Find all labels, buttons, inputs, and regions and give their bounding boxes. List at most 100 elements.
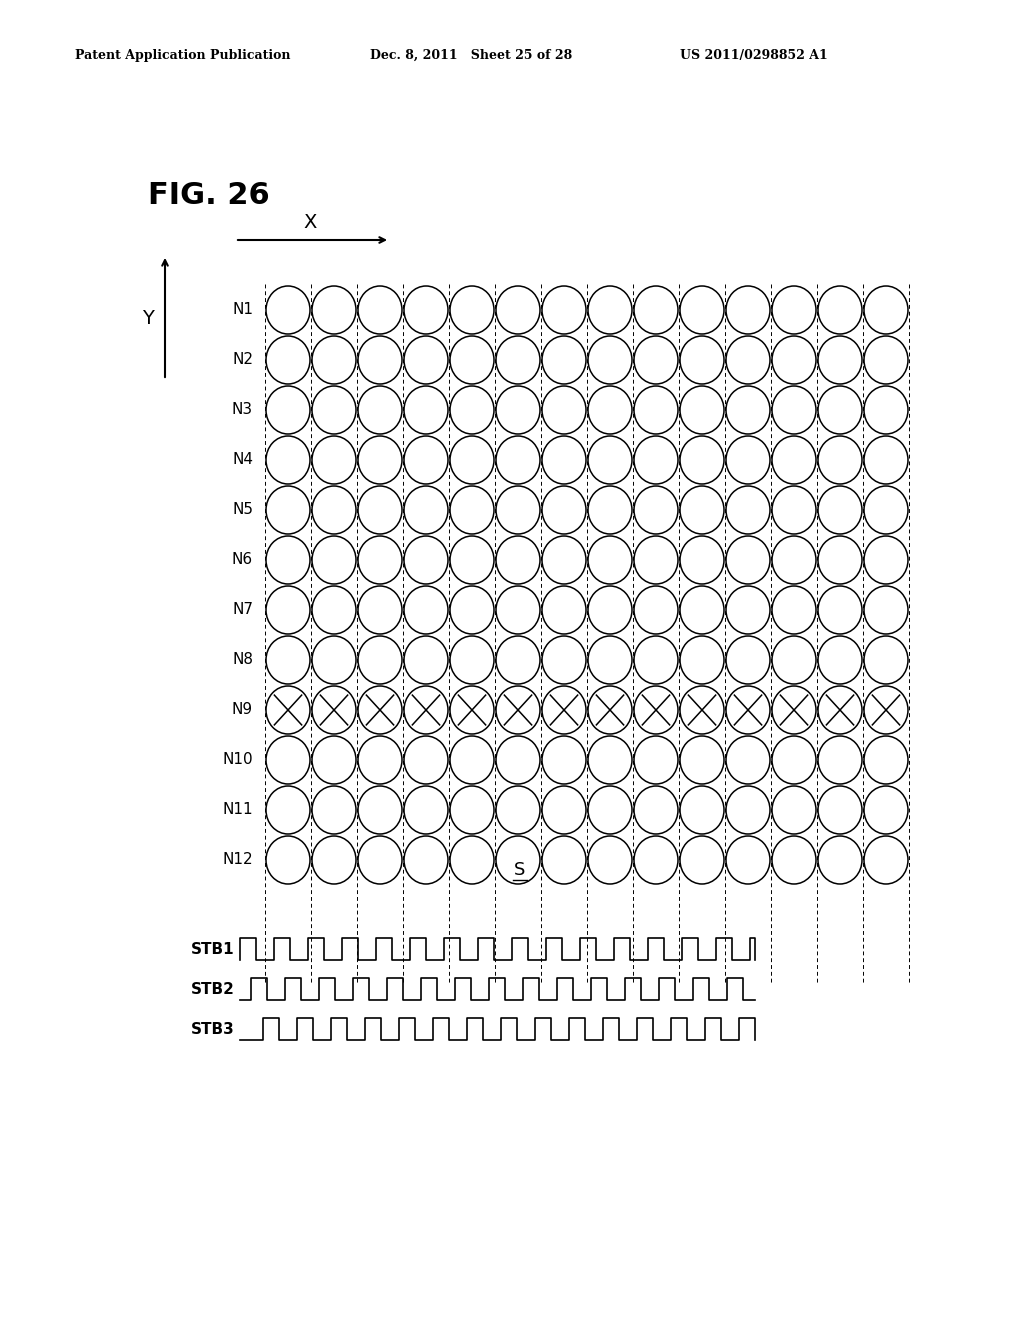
Ellipse shape bbox=[312, 785, 356, 834]
Ellipse shape bbox=[588, 385, 632, 434]
Ellipse shape bbox=[818, 686, 862, 734]
Ellipse shape bbox=[404, 737, 449, 784]
Ellipse shape bbox=[312, 586, 356, 634]
Text: X: X bbox=[303, 213, 316, 231]
Ellipse shape bbox=[496, 836, 540, 884]
Ellipse shape bbox=[726, 586, 770, 634]
Ellipse shape bbox=[864, 486, 908, 535]
Ellipse shape bbox=[726, 385, 770, 434]
Ellipse shape bbox=[266, 536, 310, 583]
Ellipse shape bbox=[726, 636, 770, 684]
Ellipse shape bbox=[358, 436, 402, 484]
Ellipse shape bbox=[772, 337, 816, 384]
Ellipse shape bbox=[680, 636, 724, 684]
Ellipse shape bbox=[358, 686, 402, 734]
Ellipse shape bbox=[588, 436, 632, 484]
Ellipse shape bbox=[496, 536, 540, 583]
Ellipse shape bbox=[312, 286, 356, 334]
Ellipse shape bbox=[726, 686, 770, 734]
Text: N6: N6 bbox=[231, 553, 253, 568]
Text: STB1: STB1 bbox=[191, 941, 234, 957]
Text: Patent Application Publication: Patent Application Publication bbox=[75, 49, 291, 62]
Ellipse shape bbox=[542, 686, 586, 734]
Ellipse shape bbox=[864, 636, 908, 684]
Ellipse shape bbox=[818, 385, 862, 434]
Ellipse shape bbox=[450, 536, 494, 583]
Ellipse shape bbox=[312, 737, 356, 784]
Text: N11: N11 bbox=[222, 803, 253, 817]
Ellipse shape bbox=[680, 385, 724, 434]
Ellipse shape bbox=[864, 436, 908, 484]
Ellipse shape bbox=[726, 785, 770, 834]
Ellipse shape bbox=[634, 536, 678, 583]
Ellipse shape bbox=[634, 686, 678, 734]
Ellipse shape bbox=[680, 286, 724, 334]
Ellipse shape bbox=[496, 636, 540, 684]
Text: N3: N3 bbox=[231, 403, 253, 417]
Ellipse shape bbox=[358, 486, 402, 535]
Ellipse shape bbox=[772, 486, 816, 535]
Ellipse shape bbox=[772, 536, 816, 583]
Ellipse shape bbox=[358, 737, 402, 784]
Ellipse shape bbox=[312, 486, 356, 535]
Ellipse shape bbox=[266, 836, 310, 884]
Ellipse shape bbox=[542, 337, 586, 384]
Ellipse shape bbox=[450, 436, 494, 484]
Ellipse shape bbox=[588, 686, 632, 734]
Ellipse shape bbox=[634, 337, 678, 384]
Ellipse shape bbox=[588, 636, 632, 684]
Ellipse shape bbox=[358, 636, 402, 684]
Ellipse shape bbox=[588, 586, 632, 634]
Ellipse shape bbox=[450, 836, 494, 884]
Ellipse shape bbox=[634, 385, 678, 434]
Ellipse shape bbox=[496, 385, 540, 434]
Ellipse shape bbox=[358, 536, 402, 583]
Ellipse shape bbox=[404, 586, 449, 634]
Ellipse shape bbox=[496, 686, 540, 734]
Ellipse shape bbox=[726, 836, 770, 884]
Text: N5: N5 bbox=[232, 503, 253, 517]
Ellipse shape bbox=[266, 636, 310, 684]
Ellipse shape bbox=[818, 636, 862, 684]
Text: N4: N4 bbox=[232, 453, 253, 467]
Ellipse shape bbox=[818, 486, 862, 535]
Ellipse shape bbox=[404, 436, 449, 484]
Ellipse shape bbox=[864, 286, 908, 334]
Ellipse shape bbox=[726, 337, 770, 384]
Ellipse shape bbox=[312, 385, 356, 434]
Text: N8: N8 bbox=[232, 652, 253, 668]
Text: STB2: STB2 bbox=[191, 982, 234, 997]
Text: N10: N10 bbox=[222, 752, 253, 767]
Ellipse shape bbox=[818, 436, 862, 484]
Ellipse shape bbox=[864, 737, 908, 784]
Ellipse shape bbox=[772, 586, 816, 634]
Text: N2: N2 bbox=[232, 352, 253, 367]
Ellipse shape bbox=[312, 337, 356, 384]
Ellipse shape bbox=[588, 785, 632, 834]
Ellipse shape bbox=[542, 586, 586, 634]
Ellipse shape bbox=[542, 836, 586, 884]
Ellipse shape bbox=[450, 286, 494, 334]
Ellipse shape bbox=[404, 385, 449, 434]
Ellipse shape bbox=[680, 686, 724, 734]
Ellipse shape bbox=[404, 536, 449, 583]
Ellipse shape bbox=[726, 737, 770, 784]
Ellipse shape bbox=[542, 737, 586, 784]
Ellipse shape bbox=[266, 286, 310, 334]
Ellipse shape bbox=[404, 636, 449, 684]
Ellipse shape bbox=[266, 337, 310, 384]
Ellipse shape bbox=[818, 586, 862, 634]
Ellipse shape bbox=[818, 536, 862, 583]
Ellipse shape bbox=[358, 836, 402, 884]
Ellipse shape bbox=[818, 337, 862, 384]
Ellipse shape bbox=[634, 636, 678, 684]
Ellipse shape bbox=[680, 436, 724, 484]
Ellipse shape bbox=[772, 385, 816, 434]
Ellipse shape bbox=[312, 436, 356, 484]
Ellipse shape bbox=[450, 737, 494, 784]
Text: N1: N1 bbox=[232, 302, 253, 318]
Ellipse shape bbox=[772, 686, 816, 734]
Ellipse shape bbox=[312, 836, 356, 884]
Ellipse shape bbox=[450, 785, 494, 834]
Ellipse shape bbox=[864, 586, 908, 634]
